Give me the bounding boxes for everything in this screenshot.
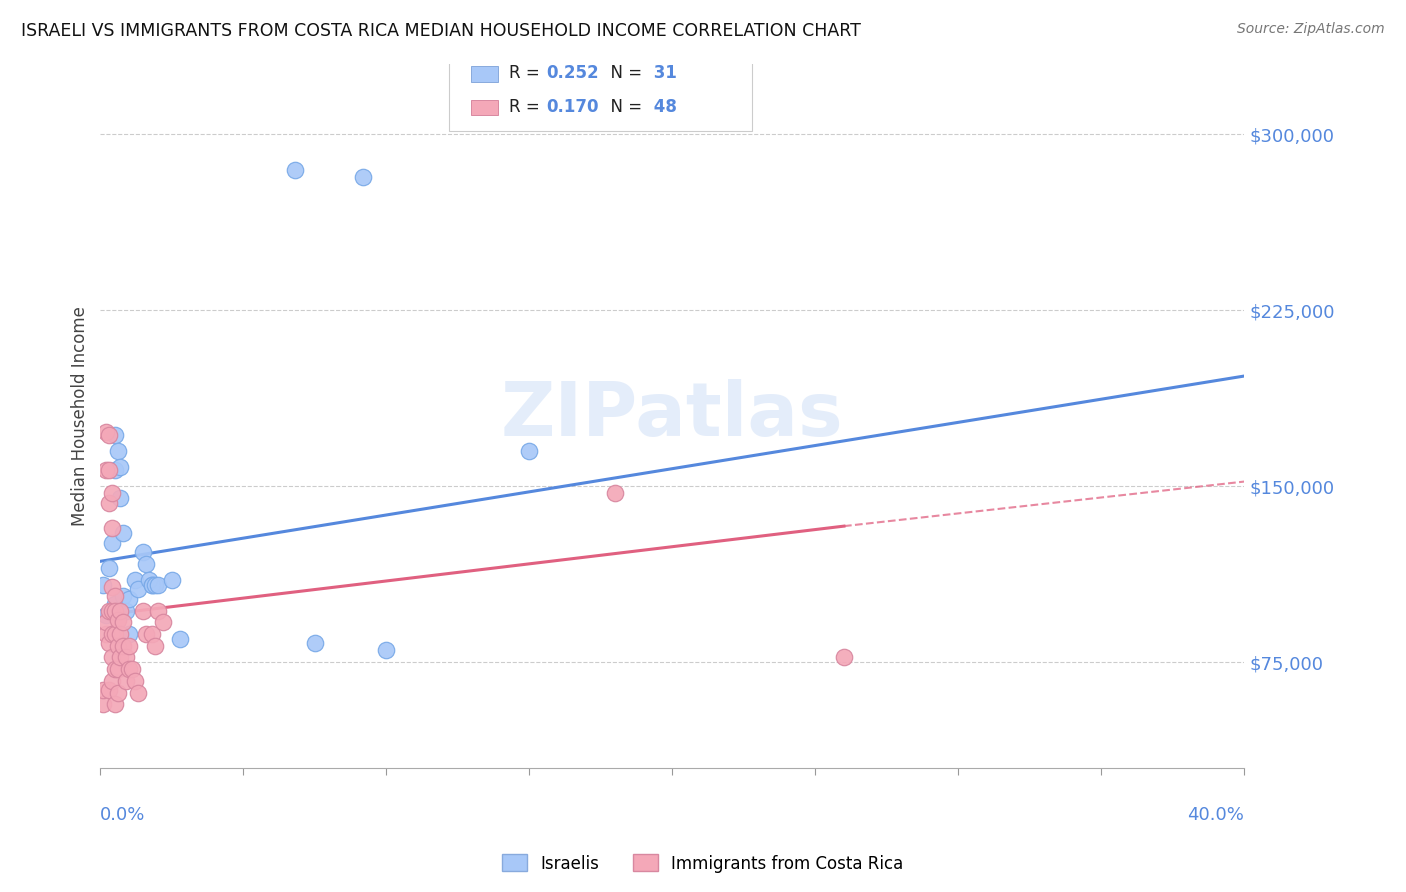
Point xyxy=(169,632,191,646)
Point xyxy=(97,561,120,575)
Point xyxy=(97,427,120,442)
Y-axis label: Median Household Income: Median Household Income xyxy=(72,306,89,525)
Text: ISRAELI VS IMMIGRANTS FROM COSTA RICA MEDIAN HOUSEHOLD INCOME CORRELATION CHART: ISRAELI VS IMMIGRANTS FROM COSTA RICA ME… xyxy=(21,22,860,40)
Point xyxy=(101,521,124,535)
Text: Source: ZipAtlas.com: Source: ZipAtlas.com xyxy=(1237,22,1385,37)
Point xyxy=(107,686,129,700)
Point xyxy=(135,627,157,641)
Point xyxy=(605,486,627,500)
Point xyxy=(160,573,183,587)
Point xyxy=(110,460,132,475)
Point xyxy=(141,627,163,641)
Text: 0.0%: 0.0% xyxy=(100,806,146,824)
Point xyxy=(112,526,135,541)
Point xyxy=(94,615,117,630)
Point xyxy=(118,591,141,606)
Point xyxy=(104,698,127,712)
Point xyxy=(107,613,129,627)
Point xyxy=(94,463,117,477)
Point xyxy=(104,627,127,641)
Point xyxy=(112,639,135,653)
Point xyxy=(101,627,124,641)
Point xyxy=(104,597,127,611)
Point xyxy=(143,578,166,592)
Point xyxy=(104,463,127,477)
Point xyxy=(91,683,114,698)
Text: N =: N = xyxy=(600,98,648,116)
Point xyxy=(124,673,146,688)
Point xyxy=(141,578,163,592)
Point xyxy=(146,603,169,617)
Point xyxy=(97,463,120,477)
Text: R =: R = xyxy=(509,64,544,82)
Point xyxy=(97,683,120,698)
Point xyxy=(115,603,138,617)
Point xyxy=(135,557,157,571)
Point xyxy=(110,603,132,617)
Point xyxy=(284,162,307,177)
Point xyxy=(141,578,163,592)
Point xyxy=(91,698,114,712)
Text: 48: 48 xyxy=(648,98,678,116)
Point xyxy=(101,580,124,594)
Point xyxy=(94,627,117,641)
Point xyxy=(118,627,141,641)
Point xyxy=(127,582,149,597)
Point xyxy=(97,603,120,617)
FancyBboxPatch shape xyxy=(471,66,499,81)
Text: 0.170: 0.170 xyxy=(547,98,599,116)
Point xyxy=(118,639,141,653)
Point xyxy=(104,427,127,442)
Text: R =: R = xyxy=(509,98,544,116)
Point xyxy=(101,535,124,549)
Point xyxy=(101,486,124,500)
Point xyxy=(104,590,127,604)
Point xyxy=(97,496,120,510)
Point xyxy=(124,573,146,587)
Text: ZIPatlas: ZIPatlas xyxy=(501,379,844,452)
Point xyxy=(118,662,141,676)
Point xyxy=(519,444,541,458)
Point xyxy=(101,650,124,665)
Point xyxy=(91,578,114,592)
Point xyxy=(112,590,135,604)
Point xyxy=(101,603,124,617)
Text: 31: 31 xyxy=(648,64,678,82)
Point xyxy=(832,650,855,665)
Point xyxy=(152,615,174,630)
Point xyxy=(104,662,127,676)
Point xyxy=(94,425,117,440)
Text: 0.252: 0.252 xyxy=(547,64,599,82)
Point xyxy=(104,603,127,617)
Legend: Israelis, Immigrants from Costa Rica: Israelis, Immigrants from Costa Rica xyxy=(496,847,910,880)
FancyBboxPatch shape xyxy=(450,46,752,131)
Point xyxy=(110,491,132,505)
Point xyxy=(107,662,129,676)
Point xyxy=(97,636,120,650)
Point xyxy=(304,636,326,650)
FancyBboxPatch shape xyxy=(471,100,499,115)
Point xyxy=(112,615,135,630)
Point xyxy=(146,578,169,592)
Point xyxy=(115,650,138,665)
Point xyxy=(143,639,166,653)
Point xyxy=(115,673,138,688)
Point xyxy=(121,662,143,676)
Point xyxy=(138,573,160,587)
Point xyxy=(94,608,117,623)
Point xyxy=(110,627,132,641)
Point xyxy=(110,650,132,665)
Point xyxy=(107,639,129,653)
Point xyxy=(132,603,155,617)
Point xyxy=(107,444,129,458)
Point xyxy=(101,673,124,688)
Point xyxy=(132,545,155,559)
Point xyxy=(353,169,375,184)
Point xyxy=(375,643,398,657)
Point xyxy=(127,686,149,700)
Text: N =: N = xyxy=(600,64,648,82)
Text: 40.0%: 40.0% xyxy=(1188,806,1244,824)
